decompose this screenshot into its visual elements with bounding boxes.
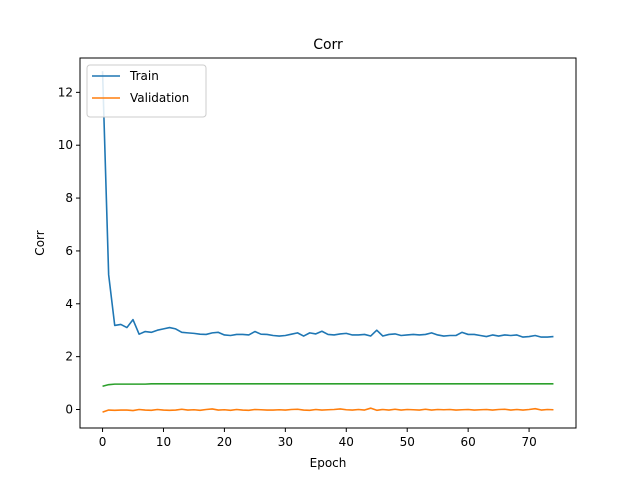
series-line-validation xyxy=(102,407,554,413)
x-tick-label: 40 xyxy=(339,435,354,449)
plot-frame xyxy=(79,57,577,429)
plot-area xyxy=(80,58,576,428)
y-tick-label: 8 xyxy=(65,191,73,205)
y-axis-label: Corr xyxy=(33,230,47,255)
y-tick-label: 4 xyxy=(65,297,73,311)
y-tick-label: 6 xyxy=(65,244,73,258)
legend-box xyxy=(86,64,207,118)
y-tick-label: 2 xyxy=(65,350,73,364)
legend-label: Train xyxy=(129,69,159,83)
chart-title: Corr xyxy=(313,37,343,53)
x-axis-ticks: 0 10 20 30 40 50 60 70 xyxy=(99,428,537,449)
x-tick-label: 30 xyxy=(278,435,293,449)
y-tick-label: 10 xyxy=(58,138,73,152)
legend-label: Validation xyxy=(130,91,189,105)
series-line-series-3 xyxy=(102,383,554,388)
series-line-train xyxy=(101,71,554,338)
x-tick-label: 50 xyxy=(400,435,415,449)
y-tick-label: 0 xyxy=(65,403,73,417)
legend: Train Validation xyxy=(86,64,207,118)
x-axis-label: Epoch xyxy=(310,456,347,470)
x-tick-label: 10 xyxy=(156,435,171,449)
series-layer xyxy=(101,71,554,413)
x-tick-label: 20 xyxy=(217,435,232,449)
y-tick-label: 12 xyxy=(58,85,73,99)
x-tick-label: 70 xyxy=(521,435,536,449)
y-axis-ticks: 0 2 4 6 8 10 12 xyxy=(58,85,80,417)
x-tick-label: 60 xyxy=(461,435,476,449)
x-tick-label: 0 xyxy=(99,435,107,449)
